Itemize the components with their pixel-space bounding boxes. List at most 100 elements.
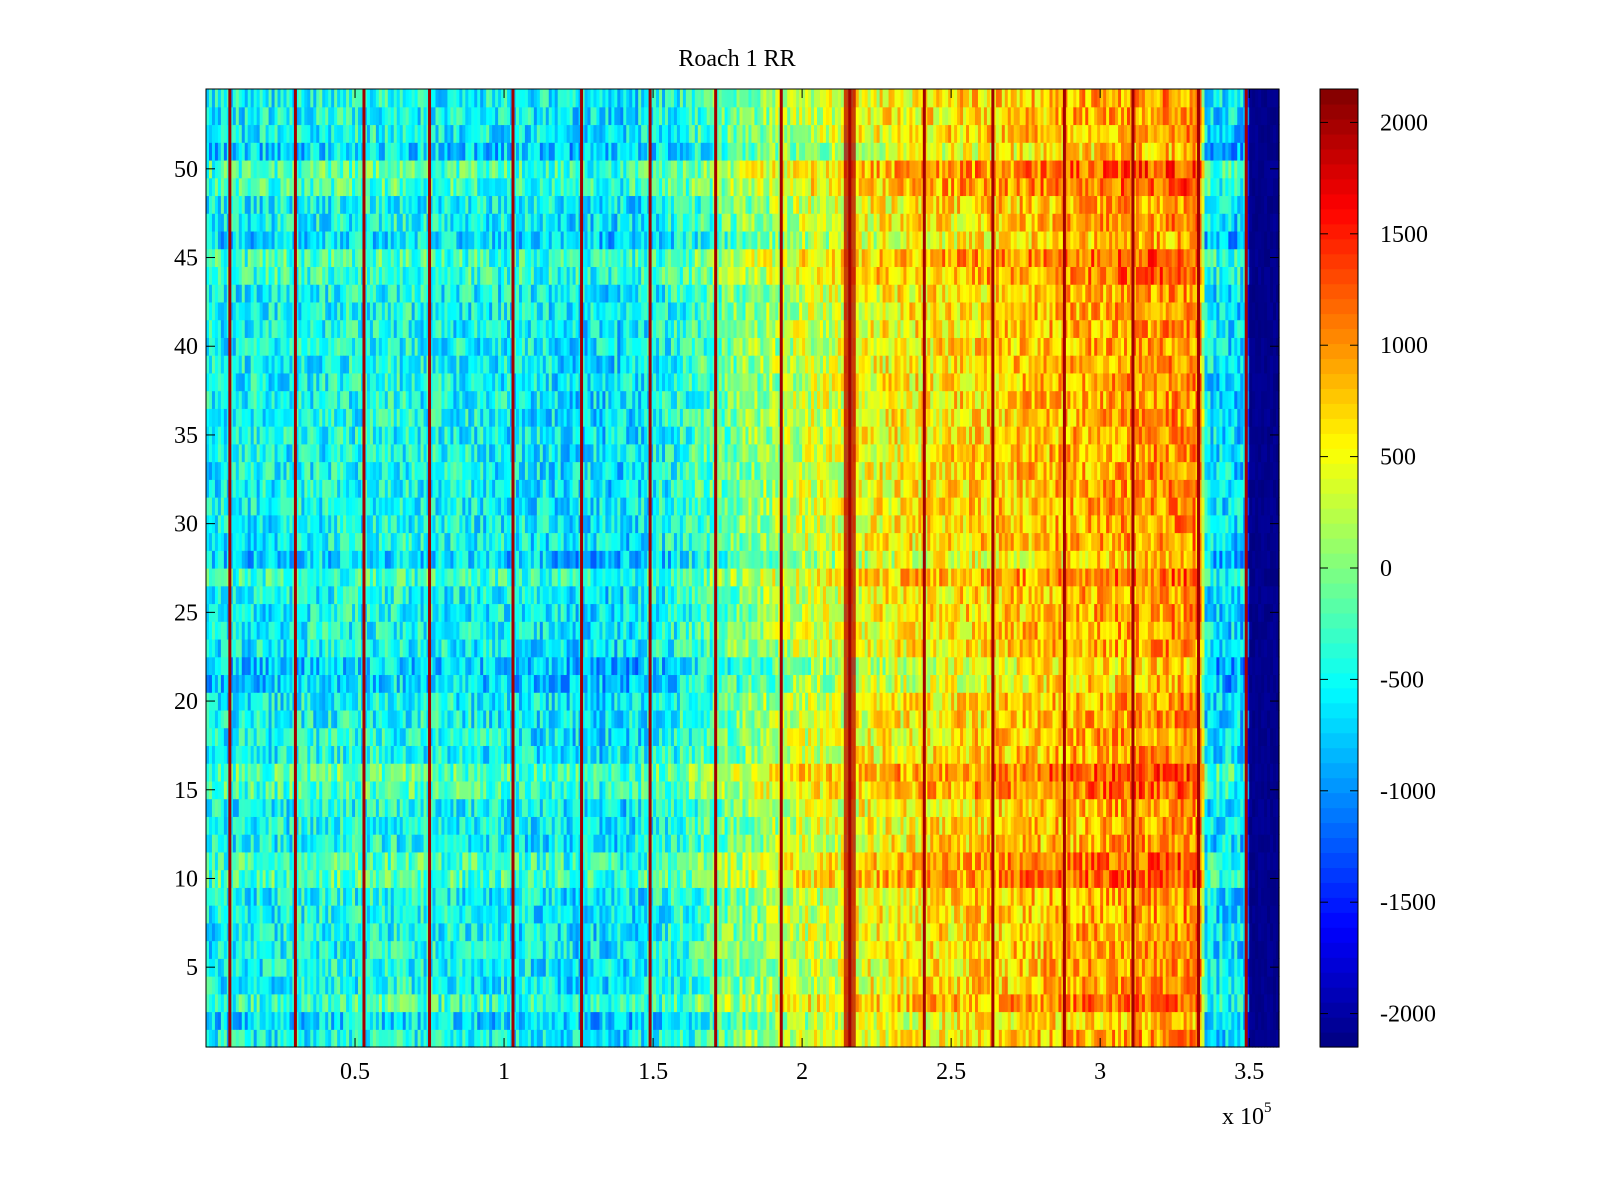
heatmap-cell xyxy=(369,497,374,516)
heatmap-cell xyxy=(307,1029,311,1048)
heatmap-cell xyxy=(393,727,398,747)
heatmap-cell xyxy=(432,390,437,409)
heatmap-cell xyxy=(223,177,228,197)
heatmap-cell xyxy=(223,940,228,959)
heatmap-cell xyxy=(274,89,279,108)
heatmap-cell xyxy=(286,674,291,693)
heatmap-cell xyxy=(334,479,338,498)
heatmap-cell xyxy=(390,479,395,498)
heatmap-cell xyxy=(295,355,299,374)
heatmap-cell xyxy=(214,869,219,888)
heatmap-cell xyxy=(232,301,237,321)
heatmap-cell xyxy=(405,177,410,197)
heatmap-cell xyxy=(211,177,216,197)
heatmap-cell xyxy=(307,674,311,693)
heatmap-cell xyxy=(319,940,323,959)
heatmap-cell xyxy=(214,301,219,321)
heatmap-cell xyxy=(217,905,222,924)
heatmap-cell xyxy=(319,603,323,622)
heatmap-cell xyxy=(223,834,228,853)
heatmap-cell xyxy=(396,106,401,126)
heatmap-cell xyxy=(417,390,422,409)
heatmap-cell xyxy=(414,763,419,782)
heatmap-cell xyxy=(402,355,407,374)
heatmap-cell xyxy=(346,709,350,729)
heatmap-cell xyxy=(322,745,326,764)
heatmap-cell xyxy=(369,568,374,587)
heatmap-cell xyxy=(465,568,469,587)
heatmap-cell xyxy=(381,195,386,214)
heatmap-cell xyxy=(337,426,341,445)
heatmap-cell xyxy=(343,532,347,551)
heatmap-cell xyxy=(232,89,237,108)
heatmap-cell xyxy=(468,887,472,906)
heatmap-cell xyxy=(384,940,389,959)
heatmap-cell xyxy=(235,638,240,658)
heatmap-cell xyxy=(274,479,279,498)
heatmap-cell xyxy=(253,177,258,197)
heatmap-cell xyxy=(423,869,428,888)
heatmap-cell xyxy=(313,426,317,445)
heatmap-cell xyxy=(298,479,302,498)
heatmap-cell xyxy=(363,621,368,640)
heatmap-cell xyxy=(337,230,341,250)
heatmap-cell xyxy=(250,177,255,197)
heatmap-cell xyxy=(214,887,219,906)
heatmap-cell xyxy=(316,905,320,924)
heatmap-cell xyxy=(465,834,469,853)
heatmap-cell xyxy=(325,816,329,835)
heatmap-cell xyxy=(432,887,437,906)
heatmap-cell xyxy=(286,603,291,622)
heatmap-cell xyxy=(477,390,481,409)
heatmap-cell xyxy=(250,319,255,338)
heatmap-cell xyxy=(372,958,377,977)
heatmap-cell xyxy=(352,905,356,924)
heatmap-cell xyxy=(343,1029,347,1048)
heatmap-cell xyxy=(390,159,395,179)
heatmap-cell xyxy=(363,976,368,995)
heatmap-cell xyxy=(298,532,302,551)
heatmap-cell xyxy=(286,266,291,285)
heatmap-cell xyxy=(480,993,484,1013)
heatmap-cell xyxy=(414,124,419,143)
heatmap-cell xyxy=(286,213,291,232)
heatmap-cell xyxy=(349,976,353,995)
heatmap-cell xyxy=(328,408,332,427)
heatmap-cell xyxy=(268,479,273,498)
heatmap-cell xyxy=(214,514,219,534)
heatmap-cell xyxy=(286,532,291,551)
heatmap-cell xyxy=(417,89,422,108)
heatmap-cell xyxy=(369,195,374,214)
heatmap-cell xyxy=(232,408,237,427)
heatmap-cell xyxy=(429,497,434,516)
heatmap-cell xyxy=(435,656,440,676)
heatmap-cell xyxy=(229,532,234,551)
heatmap-cell xyxy=(214,426,219,445)
heatmap-cell xyxy=(417,763,422,782)
heatmap-cell xyxy=(238,124,243,143)
heatmap-cell xyxy=(438,940,443,959)
heatmap-cell xyxy=(211,674,216,693)
heatmap-cell xyxy=(462,674,466,693)
heatmap-cell xyxy=(313,905,317,924)
heatmap-cell xyxy=(271,674,276,693)
heatmap-cell xyxy=(378,621,383,640)
heatmap-cell xyxy=(387,851,392,871)
heatmap-cell xyxy=(450,532,454,551)
heatmap-cell xyxy=(393,1011,398,1030)
heatmap-cell xyxy=(206,124,210,143)
heatmap-cell xyxy=(325,390,329,409)
heatmap-cell xyxy=(393,390,398,409)
heatmap-cell xyxy=(346,656,350,676)
heatmap-cell xyxy=(384,248,389,268)
heatmap-cell xyxy=(244,905,249,924)
heatmap-cell xyxy=(250,709,255,729)
heatmap-cell xyxy=(220,461,225,480)
heatmap-cell xyxy=(423,976,428,995)
heatmap-cell xyxy=(450,798,454,817)
heatmap-cell xyxy=(393,585,398,605)
heatmap-cell xyxy=(280,248,285,268)
heatmap-cell xyxy=(268,301,273,321)
heatmap-cell xyxy=(405,887,410,906)
heatmap-cell xyxy=(262,372,267,392)
